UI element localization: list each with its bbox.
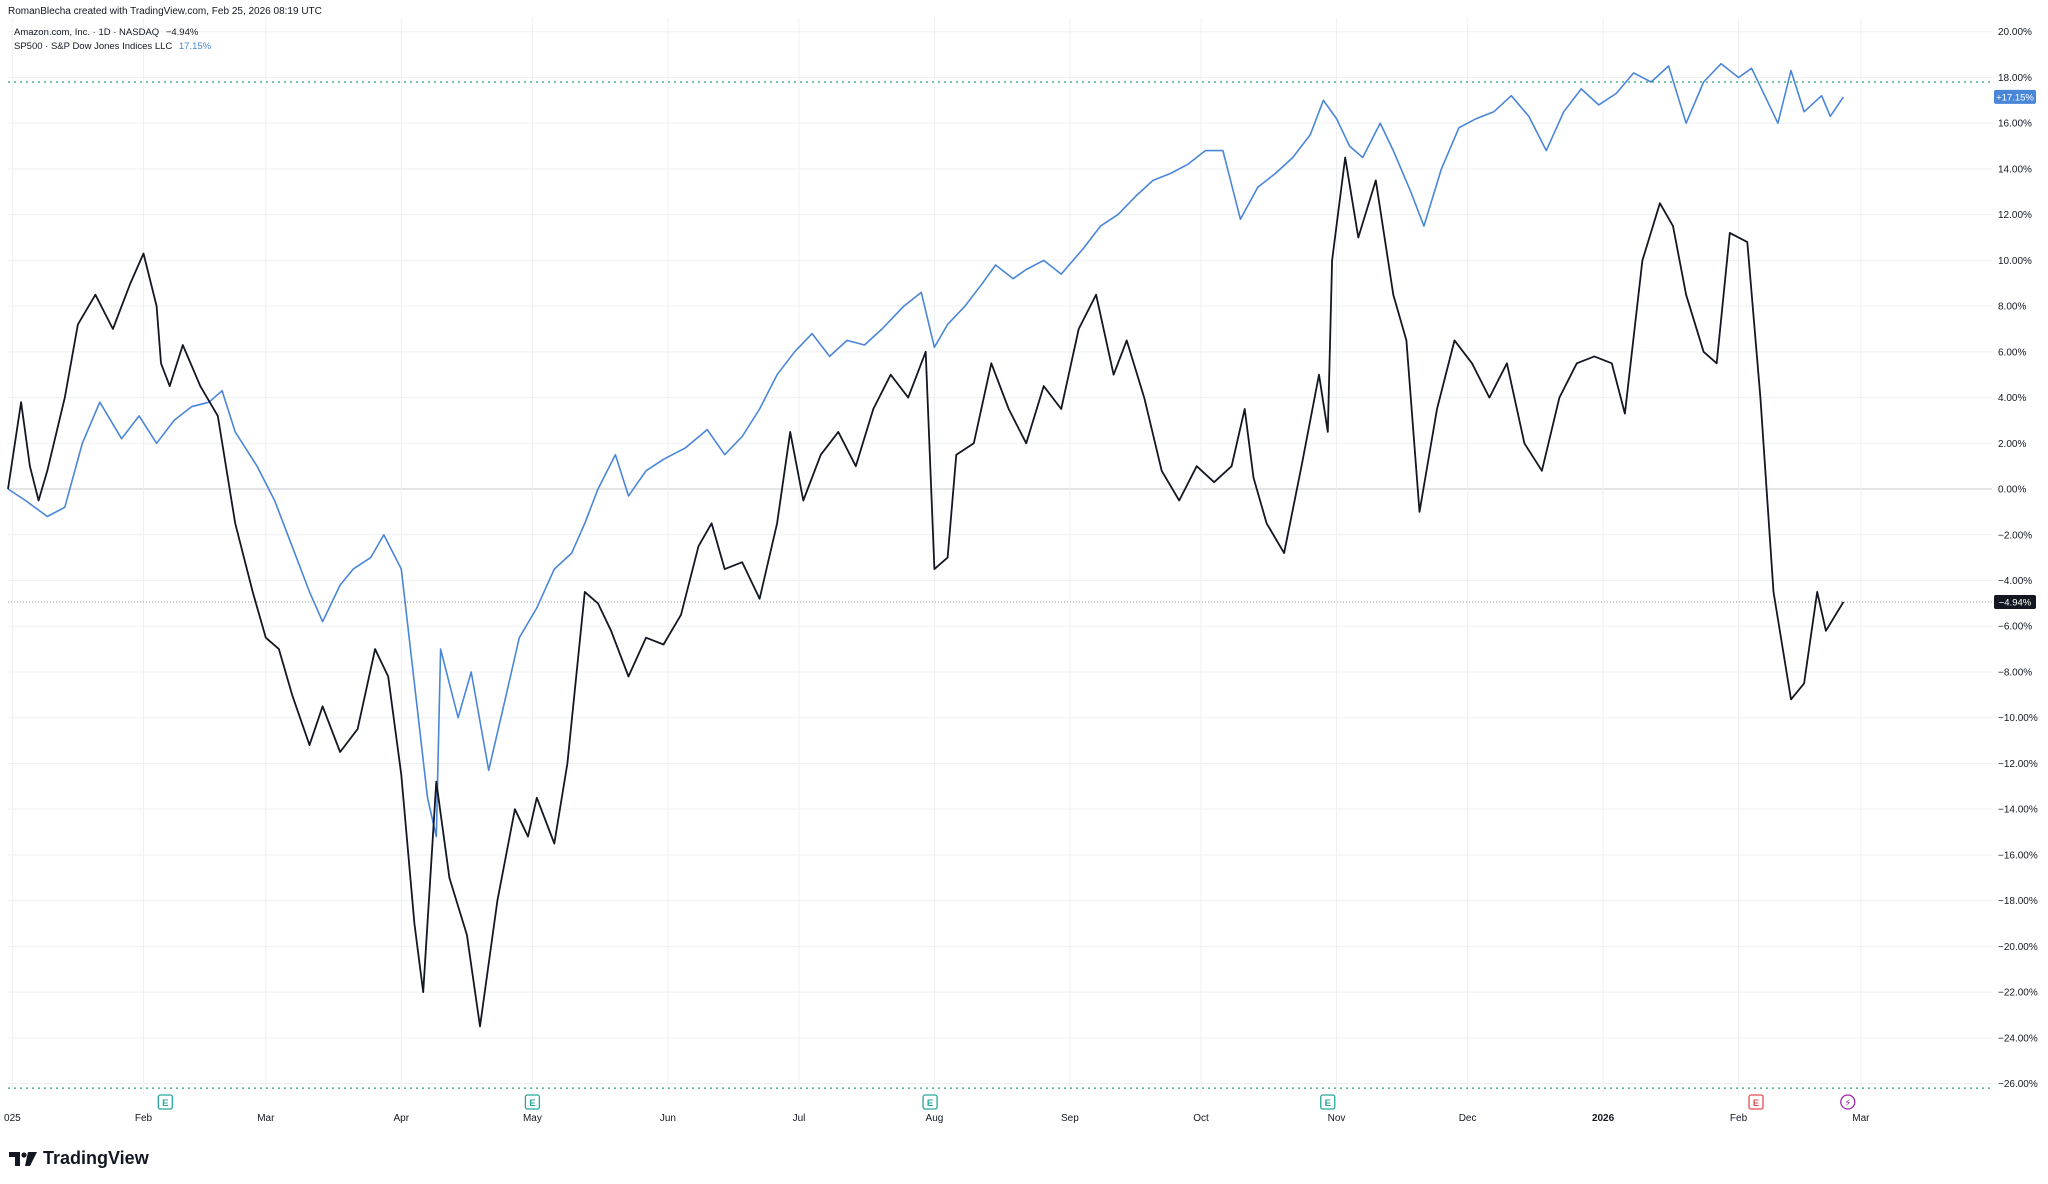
tradingview-logo-icon bbox=[9, 1151, 37, 1166]
x-tick-label: 2026 bbox=[1592, 1113, 1615, 1124]
x-tick-label: 025 bbox=[4, 1113, 21, 1124]
earnings-marker-label: E bbox=[1325, 1098, 1331, 1109]
x-tick-label: Feb bbox=[135, 1113, 153, 1124]
spx-series-line[interactable] bbox=[7, 62, 1845, 838]
y-tick-label: −16.00% bbox=[1998, 850, 2038, 861]
y-tick-label: −10.00% bbox=[1998, 713, 2038, 724]
dividend-marker-icon[interactable] bbox=[1840, 1094, 1856, 1110]
x-tick-label: Feb bbox=[1730, 1113, 1748, 1124]
y-tick-label: 8.00% bbox=[1998, 302, 2026, 313]
y-tick-label: 6.00% bbox=[1998, 347, 2026, 358]
y-tick-label: −20.00% bbox=[1998, 942, 2038, 953]
x-tick-label: Mar bbox=[1852, 1113, 1870, 1124]
legend-spx-value: 17.15% bbox=[178, 41, 212, 52]
y-tick-label: −26.00% bbox=[1998, 1079, 2038, 1090]
y-tick-label: 10.00% bbox=[1998, 256, 2032, 267]
x-tick-label: Nov bbox=[1328, 1113, 1346, 1124]
x-tick-label: Sep bbox=[1061, 1113, 1079, 1124]
y-tick-label: −22.00% bbox=[1998, 988, 2038, 999]
earnings-marker-label: E bbox=[529, 1098, 535, 1109]
amzn-last-value-label: −4.94% bbox=[1999, 598, 2032, 609]
tradingview-logo[interactable]: TradingView bbox=[9, 1148, 149, 1169]
y-tick-label: −12.00% bbox=[1998, 759, 2038, 770]
earnings-marker-icon[interactable] bbox=[524, 1094, 541, 1110]
earnings-marker-icon[interactable] bbox=[157, 1094, 173, 1110]
tradingview-logo-text: TradingView bbox=[43, 1148, 149, 1168]
x-tick-label: Jul bbox=[793, 1113, 806, 1124]
earnings-marker-icon[interactable] bbox=[922, 1094, 938, 1110]
earnings-marker-label: E bbox=[1753, 1098, 1759, 1109]
y-tick-label: 0.00% bbox=[1998, 485, 2026, 496]
earnings-marker-label: E bbox=[927, 1098, 933, 1109]
legend-spx[interactable]: SP500 · S&P Dow Jones Indices LLC 17.15% bbox=[14, 41, 211, 52]
y-tick-label: −4.00% bbox=[1998, 576, 2032, 587]
x-tick-label: Apr bbox=[394, 1113, 410, 1124]
y-tick-label: 14.00% bbox=[1998, 164, 2032, 175]
y-tick-label: 20.00% bbox=[1998, 27, 2032, 38]
x-tick-label: Aug bbox=[926, 1113, 944, 1124]
y-tick-label: −2.00% bbox=[1998, 530, 2032, 541]
y-tick-label: −6.00% bbox=[1998, 622, 2032, 633]
y-tick-label: 18.00% bbox=[1998, 73, 2032, 84]
legend-spx-label: SP500 · S&P Dow Jones Indices LLC bbox=[14, 41, 173, 52]
dividend-marker-label: ⚡ bbox=[1844, 1098, 1851, 1109]
x-tick-label: May bbox=[523, 1113, 542, 1124]
earnings-marker-label: E bbox=[162, 1098, 168, 1109]
x-tick-label: Mar bbox=[257, 1113, 275, 1124]
y-tick-label: 12.00% bbox=[1998, 210, 2032, 221]
attribution-text: RomanBlecha created with TradingView.com… bbox=[8, 6, 322, 17]
amzn-last-value-label-bg bbox=[1994, 595, 2036, 610]
earnings-marker-icon[interactable] bbox=[1320, 1094, 1336, 1110]
x-tick-label: Dec bbox=[1459, 1113, 1477, 1124]
y-tick-label: 2.00% bbox=[1998, 439, 2026, 450]
x-tick-label: Jun bbox=[660, 1113, 676, 1124]
spx-last-value-label: +17.15% bbox=[1996, 92, 2034, 103]
earnings-marker-icon[interactable] bbox=[1748, 1094, 1764, 1110]
y-tick-label: −14.00% bbox=[1998, 805, 2038, 816]
x-tick-label: Oct bbox=[1193, 1113, 1209, 1124]
amzn-series-line[interactable] bbox=[7, 156, 1845, 1028]
y-tick-label: −24.00% bbox=[1998, 1033, 2038, 1044]
y-tick-label: 16.00% bbox=[1998, 119, 2032, 130]
legend-amzn-value: −4.94% bbox=[165, 27, 199, 38]
spx-last-value-label-bg bbox=[1994, 89, 2036, 104]
y-tick-label: −8.00% bbox=[1998, 667, 2032, 678]
y-tick-label: 4.00% bbox=[1998, 393, 2026, 404]
y-tick-label: −18.00% bbox=[1998, 896, 2038, 907]
legend-amzn[interactable]: Amazon.com, Inc. · 1D · NASDAQ −4.94% bbox=[14, 27, 198, 38]
legend-amzn-label: Amazon.com, Inc. · 1D · NASDAQ bbox=[14, 27, 160, 38]
